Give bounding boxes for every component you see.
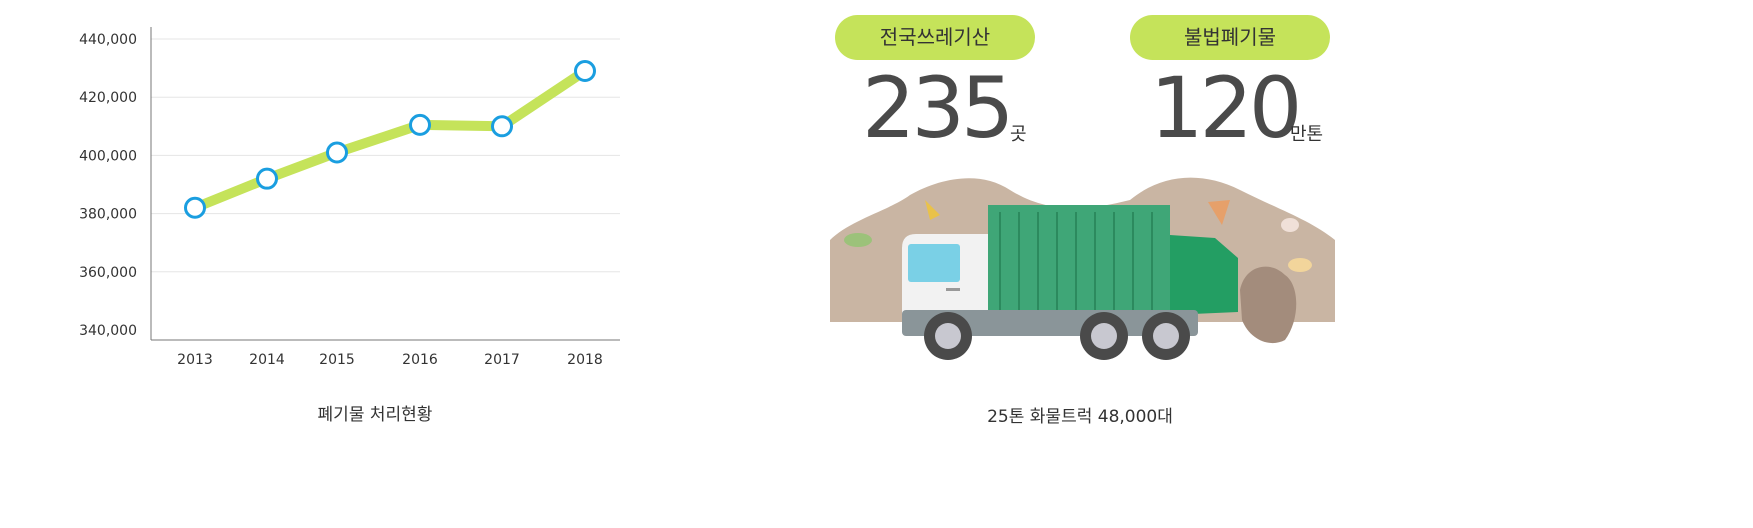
truck-window [908,244,960,282]
data-point [326,141,348,164]
y-tick-label: 380,000 [79,207,137,223]
x-tick-labels: 2013 2014 2015 2016 2017 2018 [177,352,603,368]
data-points [184,60,596,219]
rear-wheel-2 [1142,312,1190,360]
trash-mountain-count: 235 [862,59,1014,157]
chart-title: 폐기물 처리현황 [317,405,433,425]
truck-handle [946,288,960,291]
y-tick-label: 340,000 [79,323,137,339]
x-tick-label: 2018 [567,352,603,368]
debris-banana [925,200,940,220]
y-tick-label: 420,000 [79,90,137,106]
series-polyline [190,66,590,213]
waste-processing-line-chart: 440,000 420,000 400,000 380,000 360,000 340,0… [79,27,620,368]
truck-hopper [1170,235,1238,315]
truck-caption: 25톤 화물트럭 48,000대 [987,407,1173,427]
x-tick-label: 2016 [402,352,438,368]
data-point [409,113,431,136]
x-tick-label: 2014 [249,352,285,368]
trash-mountain-unit: 곳 [1010,124,1027,145]
grid-lines [151,38,620,273]
x-tick-label: 2017 [484,352,520,368]
data-point [184,196,206,219]
trash-bag [1240,266,1297,344]
debris-apple [1281,218,1299,232]
illegal-waste-unit: 만톤 [1290,124,1324,145]
debris-pizza [1208,200,1230,225]
debris-chip [1288,258,1312,272]
y-tick-label: 360,000 [79,265,137,281]
front-wheel [924,312,972,360]
illegal-waste-badge: 불법폐기물 [1130,15,1330,60]
data-point [491,115,513,138]
garbage-truck-illustration [830,177,1335,360]
series-line [190,66,590,213]
y-tick-labels: 440,000 420,000 400,000 380,000 360,000 340,0… [79,32,137,339]
x-tick-label: 2013 [177,352,213,368]
data-point [256,167,278,190]
x-tick-label: 2015 [319,352,355,368]
truck-cargo [988,205,1170,317]
rear-wheel-1 [1080,312,1128,360]
trash-mountain-badge: 전국쓰레기산 [835,15,1035,60]
y-tick-label: 400,000 [79,148,137,164]
debris-leaf [844,233,872,247]
illegal-waste-amount: 120 [1150,59,1302,157]
data-point [574,60,596,83]
cargo-ribs [999,212,1153,310]
y-tick-label: 440,000 [79,32,137,48]
